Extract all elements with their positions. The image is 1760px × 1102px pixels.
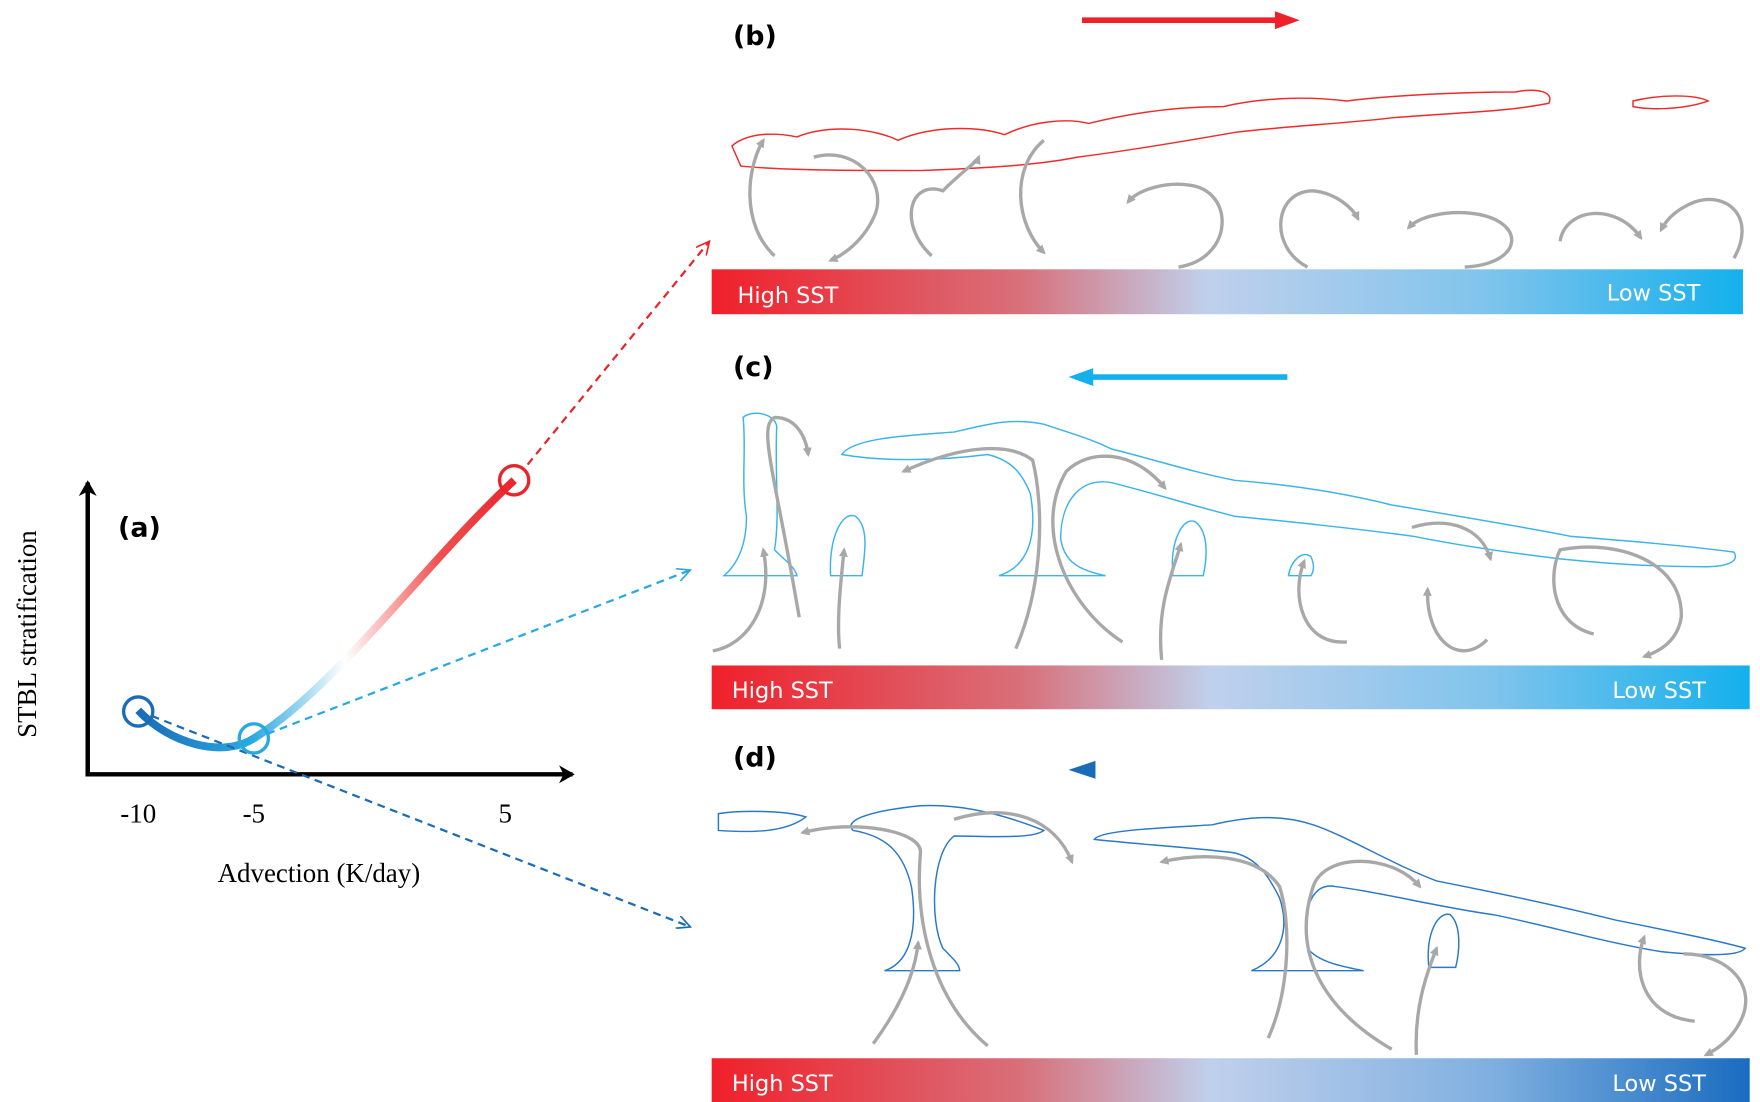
sst-label: Low SST <box>1612 678 1706 704</box>
cloud <box>732 90 1550 170</box>
circulation <box>1409 213 1512 267</box>
circulation <box>839 550 845 649</box>
link-arrow <box>267 570 690 734</box>
circulation <box>1560 213 1641 241</box>
y-axis-label: STBL stratification <box>12 530 42 738</box>
sst-label: Low SST <box>1612 1071 1706 1097</box>
circulation <box>1162 857 1287 1038</box>
circulation <box>750 140 775 256</box>
state-circle <box>500 466 529 495</box>
sst-label: High SST <box>732 1071 833 1097</box>
figure: (a) STBL stratification Advection (K/day… <box>0 0 1760 1102</box>
wind-arrow-head <box>1069 761 1096 779</box>
x-tick-label: -10 <box>120 799 156 829</box>
cloud <box>718 811 806 831</box>
sst-label: Low SST <box>1607 281 1701 307</box>
sst-bar <box>712 1058 1750 1102</box>
circulation <box>1128 184 1222 267</box>
circulation <box>713 550 766 651</box>
circulation <box>1306 861 1420 1049</box>
sst-label: High SST <box>737 283 838 309</box>
cloud <box>842 421 1736 575</box>
sst-label: High SST <box>732 678 833 704</box>
panel-label: (d) <box>733 742 777 773</box>
x-axis-label: Advection (K/day) <box>218 858 421 888</box>
circulation <box>1661 200 1742 259</box>
panel-label: (c) <box>733 352 774 383</box>
circulation <box>1281 191 1358 267</box>
cloud <box>1094 818 1745 971</box>
circulation <box>1053 456 1165 642</box>
circulation <box>911 157 978 256</box>
circulation <box>904 449 1040 649</box>
sst-bar <box>712 269 1743 314</box>
circulation <box>1161 544 1181 660</box>
stratification-curve <box>138 480 514 747</box>
cloud <box>1633 96 1708 109</box>
cloud <box>830 515 865 575</box>
circulation <box>1683 954 1745 1055</box>
link-arrow <box>152 716 691 927</box>
circulation <box>873 943 918 1044</box>
circulation <box>768 417 808 617</box>
circulation <box>1428 589 1488 651</box>
panel-label: (b) <box>733 21 777 52</box>
circulation <box>1416 948 1436 1055</box>
circulation <box>1412 523 1491 559</box>
wind-arrow-head <box>1275 11 1300 29</box>
link-arrow <box>528 241 710 464</box>
cloud <box>1172 521 1206 576</box>
x-tick-label: -5 <box>243 799 265 829</box>
wind-arrow-head <box>1069 368 1094 386</box>
circulation <box>1299 561 1347 642</box>
panel-label: (a) <box>118 512 161 543</box>
sst-bar <box>712 665 1750 709</box>
circulation <box>1021 140 1044 252</box>
x-tick-label: 5 <box>498 799 511 829</box>
